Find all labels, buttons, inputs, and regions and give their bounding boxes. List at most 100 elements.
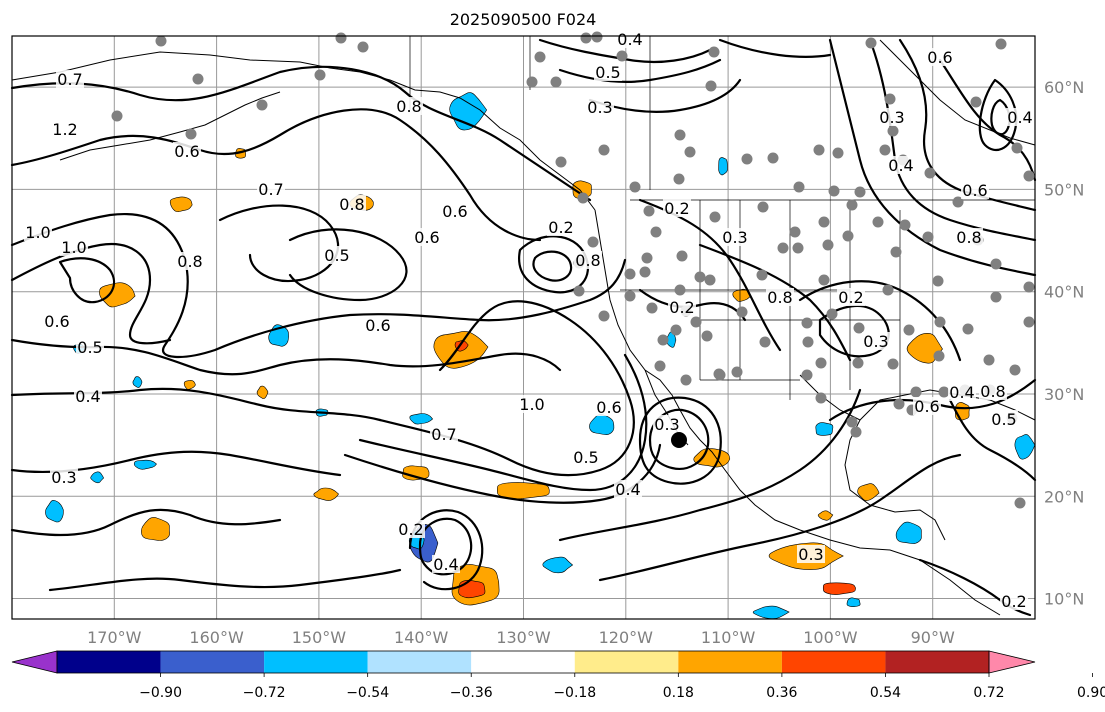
svg-text:0.3: 0.3	[654, 415, 679, 434]
svg-text:0.3: 0.3	[863, 332, 888, 351]
svg-text:1.0: 1.0	[25, 223, 50, 242]
station-dot	[155, 35, 167, 47]
station-dot	[704, 274, 716, 286]
contour-line	[558, 388, 862, 542]
station-dot	[793, 181, 805, 193]
contour-line	[798, 280, 962, 362]
station-dot	[676, 250, 688, 262]
station-dot	[952, 196, 964, 208]
colorbar-tick-label: −0.18	[553, 685, 596, 701]
svg-text:0.4: 0.4	[433, 555, 458, 574]
station-dot	[990, 258, 1002, 270]
negative-anomaly	[752, 605, 790, 619]
station-dot	[256, 99, 268, 111]
station-dot	[1023, 316, 1035, 328]
station-dot	[680, 374, 692, 386]
contour-line	[518, 235, 589, 294]
contour-line	[10, 108, 542, 242]
contour-label: 0.6	[364, 316, 392, 335]
station-dot	[970, 96, 982, 108]
station-dot	[690, 316, 702, 328]
station-dot	[736, 306, 748, 318]
contour-line	[532, 250, 573, 282]
station-dot	[335, 32, 347, 44]
colorbar-segment	[574, 651, 679, 673]
lat-label: 60°N	[1044, 78, 1084, 97]
contour-label: 0.3	[862, 332, 890, 351]
svg-text:0.6: 0.6	[442, 202, 467, 221]
station-dot	[818, 216, 830, 228]
station-dot	[598, 310, 610, 322]
contour-label: 0.4	[616, 30, 644, 49]
contour-label: 0.2	[663, 199, 691, 218]
contour-line	[588, 78, 742, 114]
positive-anomaly	[497, 482, 550, 500]
storm-center-marker	[671, 432, 687, 448]
contour-label: 0.6	[43, 312, 71, 331]
contour-line	[638, 396, 722, 485]
svg-text:0.4: 0.4	[888, 156, 913, 175]
station-dot	[882, 284, 894, 296]
svg-text:0.8: 0.8	[956, 228, 981, 247]
contour-label: 0.4	[74, 387, 102, 406]
contour-label: 1.0	[24, 223, 52, 242]
contour-label: 0.5	[594, 63, 622, 82]
station-dot	[629, 181, 641, 193]
svg-text:0.5: 0.5	[77, 338, 102, 357]
contour-label: 0.5	[76, 338, 104, 357]
contour-label: 0.6	[961, 181, 989, 200]
station-dot	[802, 336, 814, 348]
contour-line	[868, 38, 1037, 242]
station-dot	[357, 41, 369, 53]
contour-label: 0.8	[955, 228, 983, 247]
station-dot	[872, 216, 884, 228]
svg-text:1.0: 1.0	[61, 238, 86, 257]
station-dot	[995, 38, 1007, 50]
station-dot	[550, 76, 562, 88]
station-dot	[587, 236, 599, 248]
svg-text:0.7: 0.7	[57, 70, 82, 89]
station-dot	[624, 268, 636, 280]
contour-label: 0.3	[878, 108, 906, 127]
contour-label: 1.0	[518, 395, 546, 414]
station-dot	[192, 73, 204, 85]
contour-label: 0.4	[614, 480, 642, 499]
lat-label: 30°N	[1044, 385, 1084, 404]
negative-anomaly	[815, 422, 834, 436]
station-dot	[657, 334, 669, 346]
station-dot	[792, 242, 804, 254]
contour-line	[898, 38, 1037, 212]
svg-text:0.2: 0.2	[398, 520, 423, 539]
colorbar-tick-label: 0.90	[1077, 685, 1105, 701]
station-dot	[879, 144, 891, 156]
station-dot	[884, 93, 896, 105]
contour-label: 0.8	[176, 252, 204, 271]
svg-text:0.8: 0.8	[339, 195, 364, 214]
svg-text:0.6: 0.6	[927, 48, 952, 67]
negative-anomaly	[718, 157, 728, 176]
station-dot	[555, 156, 567, 168]
station-dot	[887, 358, 899, 370]
station-dot	[932, 275, 944, 287]
station-dot	[616, 50, 628, 62]
station-dot	[714, 369, 726, 381]
svg-text:0.6: 0.6	[174, 142, 199, 161]
station-dot	[185, 128, 197, 140]
station-dot	[646, 302, 658, 314]
station-dot	[650, 226, 662, 238]
station-dot	[934, 316, 946, 328]
positive-anomaly	[256, 385, 269, 399]
colorbar-tick-labels: −0.90 −0.72 −0.54 −0.36 −0.18 0.18 0.36 0.54 0.7…	[139, 673, 1105, 701]
station-dot	[853, 322, 865, 334]
contour-label: 0.8	[395, 97, 423, 116]
station-dot	[922, 231, 934, 243]
station-dot	[526, 76, 538, 88]
station-dot	[591, 31, 603, 43]
station-dot	[111, 110, 123, 122]
contour-label: 0.6	[441, 202, 469, 221]
station-dot	[1023, 170, 1035, 182]
contour-line	[378, 300, 635, 477]
svg-text:0.4: 0.4	[949, 383, 974, 402]
station-dot	[890, 246, 902, 258]
station-dot	[899, 219, 911, 231]
